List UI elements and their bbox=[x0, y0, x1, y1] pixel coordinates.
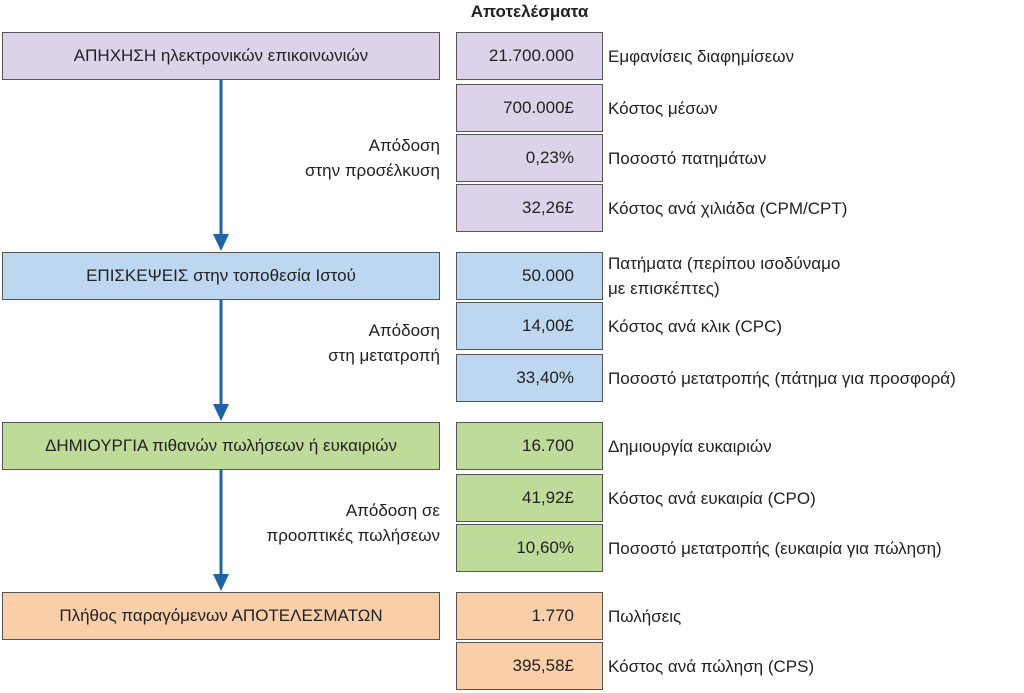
value-cell: 14,00£ bbox=[456, 302, 603, 350]
value-cell: 0,23% bbox=[456, 134, 603, 182]
metric-label-two-line: Πατήματα (περίπου ισοδύναμο με επισκέπτε… bbox=[608, 252, 1024, 300]
metric-label: Εμφανίσεις διαφημίσεων bbox=[608, 46, 794, 66]
metric-label: Κόστος μέσων bbox=[608, 98, 718, 118]
metric-label: Κόστος ανά κλικ (CPC) bbox=[608, 316, 783, 336]
value-cell: 33,40% bbox=[456, 354, 603, 402]
value-cell: 32,26£ bbox=[456, 184, 603, 232]
performance-label-prospects: Απόδοση σε προοπτικές πωλήσεων bbox=[266, 498, 440, 548]
value-cell: 21.700.000 bbox=[456, 32, 603, 80]
metric-label: Ποσοστό μετατροπής (πάτημα για προσφορά) bbox=[608, 368, 956, 388]
performance-label-line: Απόδοση bbox=[368, 136, 440, 155]
value-cell: 700.000£ bbox=[456, 84, 603, 132]
performance-label-line: προοπτικές πωλήσεων bbox=[266, 526, 440, 545]
metric-label: Πωλήσεις bbox=[608, 606, 682, 626]
flow-arrowhead-3 bbox=[213, 574, 229, 591]
metric-label: Κόστος ανά χιλιάδα (CPM/CPT) bbox=[608, 198, 848, 218]
stage-box-visits: ΕΠΙΣΚΕΨΕΙΣ στην τοποθεσία Ιστού bbox=[2, 252, 440, 300]
performance-label-conversion: Απόδοση στη μετατροπή bbox=[328, 318, 440, 368]
metric-label: Ποσοστό μετατροπής (ευκαιρία για πώληση) bbox=[608, 538, 942, 558]
value-cell: 395,58£ bbox=[456, 642, 603, 690]
value-cell: 1.770 bbox=[456, 592, 603, 640]
stage-box-exposure: ΑΠΗΧΗΣΗ ηλεκτρονικών επικοινωνιών bbox=[2, 32, 440, 80]
metric-label: Ποσοστό πατημάτων bbox=[608, 148, 767, 168]
performance-label-attraction: Απόδοση στην προσέλκυση bbox=[305, 133, 440, 183]
value-cell: 10,60% bbox=[456, 524, 603, 572]
stage-box-outcomes: Πλήθος παραγόμενων ΑΠΟΤΕΛΕΣΜΑΤΩΝ bbox=[2, 592, 440, 640]
value-cell: 41,92£ bbox=[456, 474, 603, 522]
metric-label: Κόστος ανά ευκαιρία (CPO) bbox=[608, 488, 816, 508]
metric-label-line: με επισκέπτες) bbox=[608, 279, 720, 298]
performance-label-line: στη μετατροπή bbox=[328, 346, 440, 365]
performance-label-line: Απόδοση bbox=[368, 321, 440, 340]
metric-label-line: Πατήματα (περίπου ισοδύναμο bbox=[608, 254, 841, 273]
performance-label-line: Απόδοση σε bbox=[345, 501, 440, 520]
flow-arrowhead-1 bbox=[213, 234, 229, 251]
metric-label: Κόστος ανά πώληση (CPS) bbox=[608, 656, 815, 676]
performance-label-line: στην προσέλκυση bbox=[304, 161, 440, 180]
value-cell: 50.000 bbox=[456, 252, 603, 300]
stage-box-leads: ΔΗΜΙΟΥΡΓΙΑ πιθανών πωλήσεων ή ευκαιριών bbox=[2, 422, 440, 470]
value-cell: 16.700 bbox=[456, 422, 603, 470]
flow-arrowhead-2 bbox=[213, 404, 229, 421]
results-column-header: Αποτελέσματα bbox=[470, 2, 589, 21]
metric-label: Δημιουργία ευκαιριών bbox=[608, 436, 772, 456]
